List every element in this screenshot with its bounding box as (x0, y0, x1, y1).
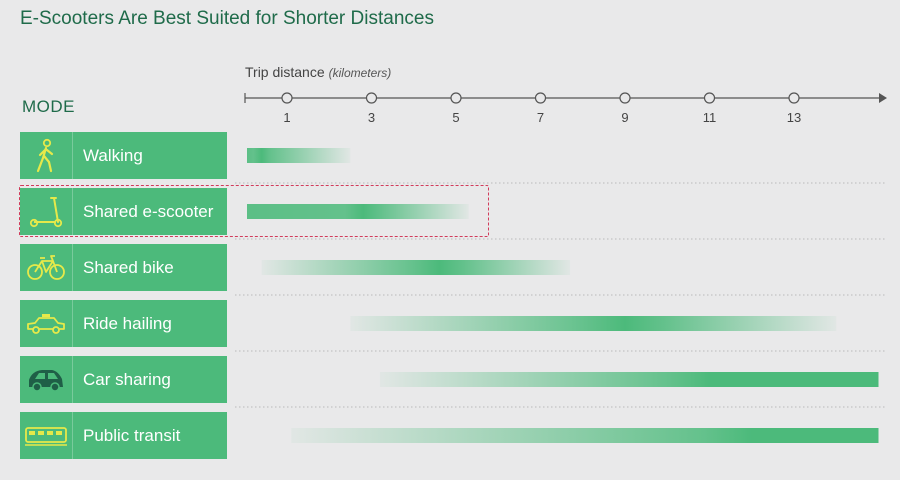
x-tick-marker (788, 92, 800, 104)
train-icon (20, 412, 73, 459)
range-bar-shared-e-scooter (247, 204, 469, 219)
x-tick-label: 5 (452, 110, 459, 125)
x-tick-label: 13 (787, 110, 801, 125)
mode-label: Shared e-scooter (83, 201, 214, 221)
axis-title: Trip distance (kilometers) (245, 64, 391, 80)
mode-heading: MODE (22, 97, 75, 116)
range-bar-shared-bike (261, 260, 571, 275)
bicycle-icon (20, 244, 73, 291)
axis-title-label: Trip distance (245, 64, 325, 80)
mode-card-shared-e-scooter: Shared e-scooter (20, 188, 227, 235)
x-tick-label: 7 (537, 110, 544, 125)
highlight-box (19, 185, 489, 237)
x-tick-marker (703, 92, 716, 104)
mode-label: Ride hailing (83, 313, 172, 333)
x-tick-marker (281, 92, 293, 104)
chart-title: E-Scooters Are Best Suited for Shorter D… (20, 8, 434, 29)
row-separators (235, 182, 887, 408)
x-tick-marker (619, 92, 631, 104)
walking-person-icon (20, 132, 73, 179)
x-tick-marker (450, 92, 462, 104)
mode-card-ride-hailing: Ride hailing (20, 300, 227, 347)
x-tick-marker (534, 92, 547, 104)
x-tick-label: 9 (621, 110, 628, 125)
mode-label: Public transit (83, 425, 181, 445)
mode-card-walking: Walking (20, 132, 227, 179)
x-tick-marker (365, 92, 378, 104)
mode-label: Car sharing (83, 369, 171, 389)
mode-card-shared-bike: Shared bike (20, 244, 227, 291)
taxi-icon (20, 300, 73, 347)
x-tick-label: 11 (703, 110, 717, 125)
x-axis-arrow (879, 93, 887, 103)
mode-label: Shared bike (83, 257, 174, 277)
range-bar-walking (247, 148, 351, 163)
mode-card-car-sharing: Car sharing (20, 356, 227, 403)
range-bar-ride-hailing (350, 316, 837, 331)
mode-card-public-transit: Public transit (20, 412, 227, 459)
small-car-icon (20, 356, 73, 403)
x-tick-label: 3 (368, 110, 375, 125)
range-bar-car-sharing (379, 372, 879, 387)
mode-label: Walking (83, 145, 143, 165)
bars (247, 148, 879, 443)
x-tick-label: 1 (283, 110, 290, 125)
axis-title-unit: (kilometers) (328, 66, 392, 80)
range-bar-public-transit (291, 428, 879, 443)
scooter-icon (20, 188, 73, 235)
x-axis: 1 3 5 7 9 11 13 (244, 92, 887, 125)
